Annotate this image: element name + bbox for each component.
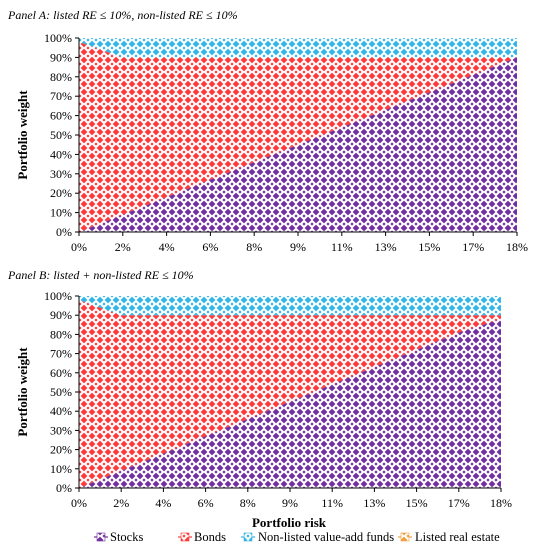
x-tick-label: 9%: [282, 496, 298, 510]
x-tick-label: 2%: [113, 496, 129, 510]
legend-item-nonlisted: Non-listed value-add funds: [241, 530, 394, 544]
panel-a-y-axis-title: Portfolio weight: [15, 90, 30, 180]
panel-b-areas: [79, 296, 501, 488]
y-tick-label: 30%: [50, 167, 72, 181]
area-nonlisted: [79, 38, 517, 58]
x-tick-label: 2%: [115, 240, 131, 254]
x-tick-label: 6%: [198, 496, 214, 510]
x-tick-label: 11%: [321, 496, 343, 510]
area-bonds: [79, 299, 501, 488]
panel-a-title: Panel A: listed RE ≤ 10%, non-listed RE …: [7, 8, 238, 22]
x-tick-label: 15%: [406, 496, 428, 510]
x-tick-label: 15%: [418, 240, 440, 254]
panel-b-axes: 0% 10% 20% 30% 40% 50% 60% 70% 80% 90% 100% 0% 2% 4% 6…: [44, 289, 512, 510]
x-tick-label: 4%: [159, 240, 175, 254]
panel-b-y-axis-title: Portfolio weight: [15, 347, 30, 437]
x-tick-label: 13%: [363, 496, 385, 510]
legend-label: Non-listed value-add funds: [258, 530, 394, 544]
legend-item-listed: Listed real estate: [398, 530, 500, 544]
legend: Stocks Bonds Non-listed value-add funds Lis…: [94, 530, 500, 544]
y-tick-label: 0%: [56, 481, 72, 495]
legend-label: Bonds: [194, 530, 226, 544]
x-tick-label: 9%: [290, 240, 306, 254]
x-axis-title: Portfolio risk: [252, 515, 327, 530]
x-tick-label: 13%: [375, 240, 397, 254]
y-tick-label: 100%: [44, 31, 72, 45]
y-tick-label: 60%: [50, 366, 72, 380]
y-tick-label: 90%: [50, 308, 72, 322]
y-tick-label: 40%: [50, 404, 72, 418]
panel-b: Panel B: listed + non-listed RE ≤ 10% Po…: [7, 268, 512, 510]
area-nonlisted: [79, 296, 501, 316]
x-tick-label: 17%: [448, 496, 470, 510]
panel-a: Panel A: listed RE ≤ 10%, non-listed RE …: [7, 8, 528, 254]
legend-swatch: [400, 532, 410, 542]
y-tick-label: 20%: [50, 443, 72, 457]
legend-label: Listed real estate: [415, 530, 500, 544]
x-tick-label: 0%: [71, 496, 87, 510]
y-tick-label: 20%: [50, 186, 72, 200]
legend-item-stocks: Stocks: [94, 530, 143, 544]
x-tick-label: 0%: [71, 240, 87, 254]
legend-item-bonds: Bonds: [178, 530, 226, 544]
x-tick-label: 18%: [490, 496, 512, 510]
x-tick-label: 17%: [462, 240, 484, 254]
y-tick-label: 70%: [50, 89, 72, 103]
x-tick-label: 18%: [506, 240, 528, 254]
legend-swatch: [243, 532, 253, 542]
y-tick-label: 30%: [50, 423, 72, 437]
y-tick-label: 10%: [50, 462, 72, 476]
y-tick-label: 80%: [50, 327, 72, 341]
legend-label: Stocks: [110, 530, 143, 544]
x-tick-label: 11%: [331, 240, 353, 254]
y-tick-label: 0%: [56, 225, 72, 239]
y-tick-label: 50%: [50, 385, 72, 399]
area-bonds: [79, 41, 517, 232]
x-tick-label: 4%: [155, 496, 171, 510]
x-tick-label: 8%: [240, 496, 256, 510]
y-tick-label: 70%: [50, 347, 72, 361]
area-stocks: [79, 319, 501, 488]
panel-a-areas: [79, 38, 517, 233]
panel-b-title: Panel B: listed + non-listed RE ≤ 10%: [7, 268, 194, 282]
x-tick-label: 6%: [202, 240, 218, 254]
y-tick-label: 80%: [50, 70, 72, 84]
y-tick-label: 40%: [50, 147, 72, 161]
y-tick-label: 50%: [50, 128, 72, 142]
legend-swatch: [180, 532, 190, 542]
y-tick-label: 100%: [44, 289, 72, 303]
panel-a-axes: 0% 10% 20% 30% 40% 50% 60% 70% 80% 90% 100% 0% 2% 4% 6…: [44, 31, 528, 254]
legend-swatch: [96, 532, 106, 542]
x-tick-label: 8%: [246, 240, 262, 254]
y-tick-label: 60%: [50, 109, 72, 123]
y-tick-label: 90%: [50, 50, 72, 64]
y-tick-label: 10%: [50, 206, 72, 220]
area-stocks: [79, 57, 517, 233]
